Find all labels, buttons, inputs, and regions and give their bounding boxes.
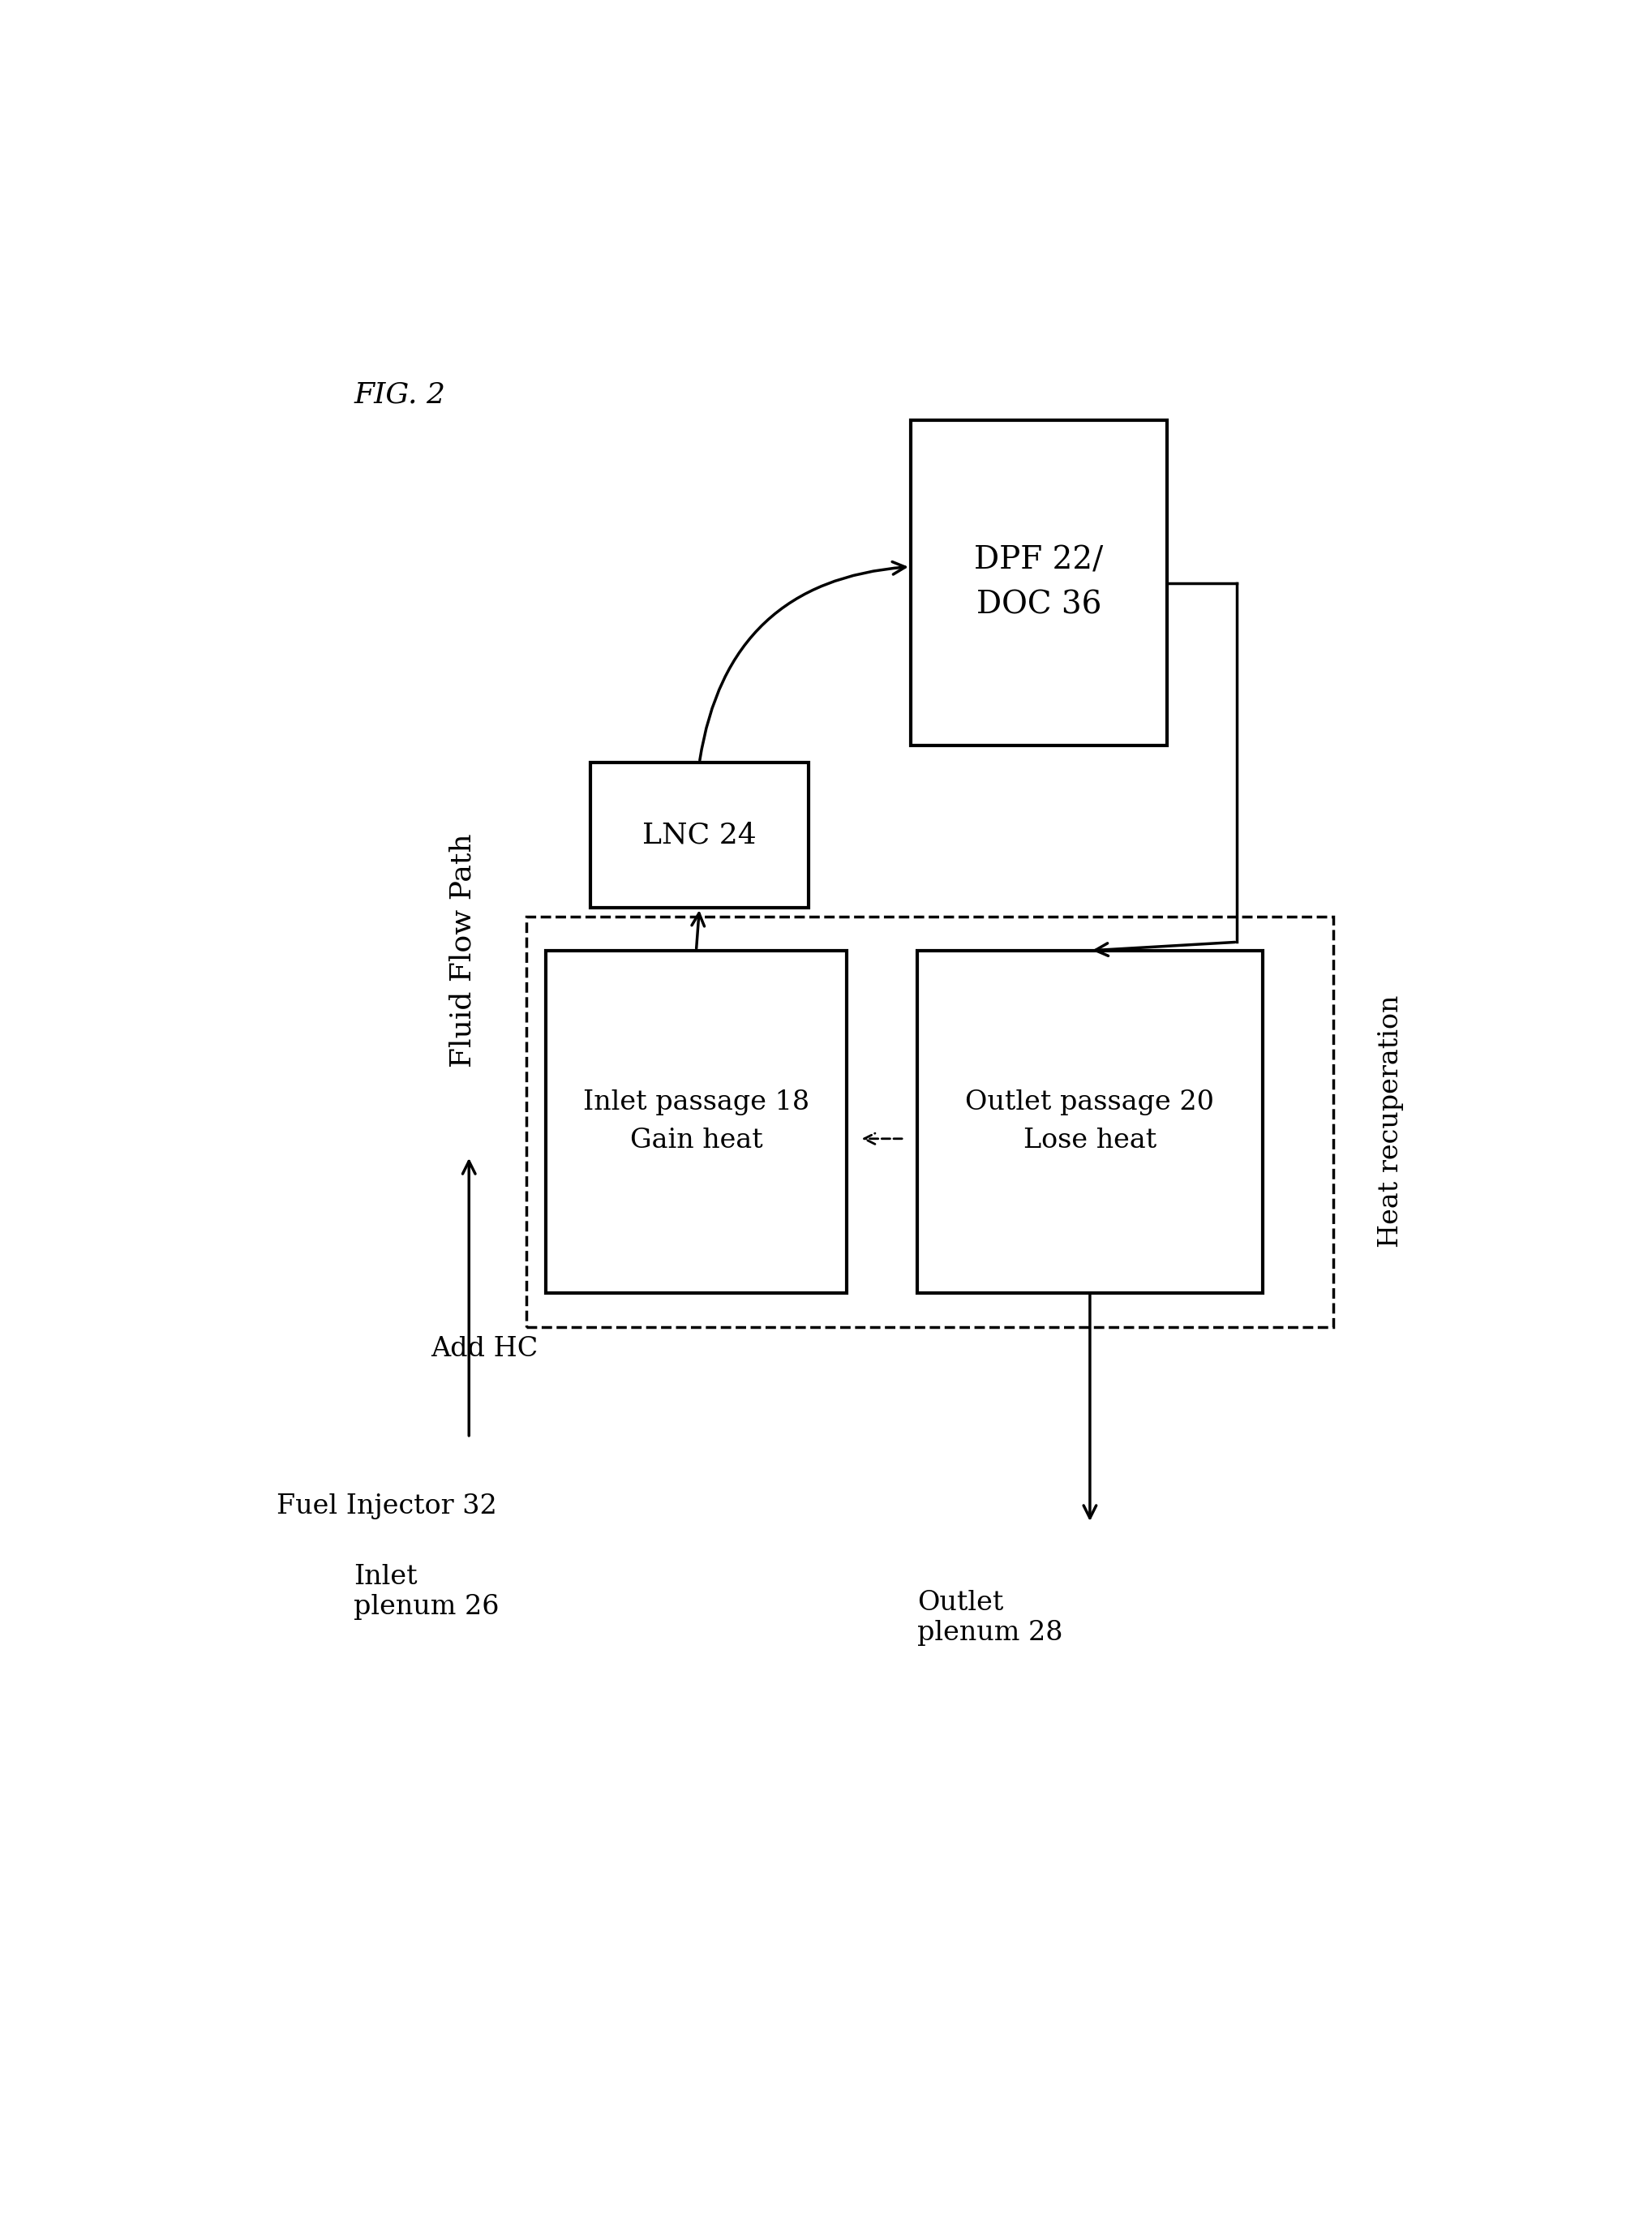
FancyBboxPatch shape bbox=[910, 420, 1166, 746]
FancyBboxPatch shape bbox=[545, 951, 847, 1293]
FancyBboxPatch shape bbox=[591, 762, 808, 908]
Text: Fluid Flow Path: Fluid Flow Path bbox=[449, 833, 476, 1068]
Text: FIG. 2: FIG. 2 bbox=[354, 382, 446, 409]
Text: Inlet
plenum 26: Inlet plenum 26 bbox=[354, 1564, 499, 1619]
Text: DPF 22/
DOC 36: DPF 22/ DOC 36 bbox=[975, 546, 1104, 620]
Text: Add HC: Add HC bbox=[431, 1337, 539, 1361]
FancyBboxPatch shape bbox=[917, 951, 1262, 1293]
Text: Heat recuperation: Heat recuperation bbox=[1378, 995, 1404, 1248]
Text: Inlet passage 18
Gain heat: Inlet passage 18 Gain heat bbox=[583, 1091, 809, 1153]
Text: LNC 24: LNC 24 bbox=[643, 822, 757, 848]
Text: Fuel Injector 32: Fuel Injector 32 bbox=[278, 1493, 497, 1519]
Text: Outlet passage 20
Lose heat: Outlet passage 20 Lose heat bbox=[965, 1091, 1214, 1153]
Text: Outlet
plenum 28: Outlet plenum 28 bbox=[917, 1590, 1062, 1646]
FancyBboxPatch shape bbox=[527, 917, 1333, 1326]
